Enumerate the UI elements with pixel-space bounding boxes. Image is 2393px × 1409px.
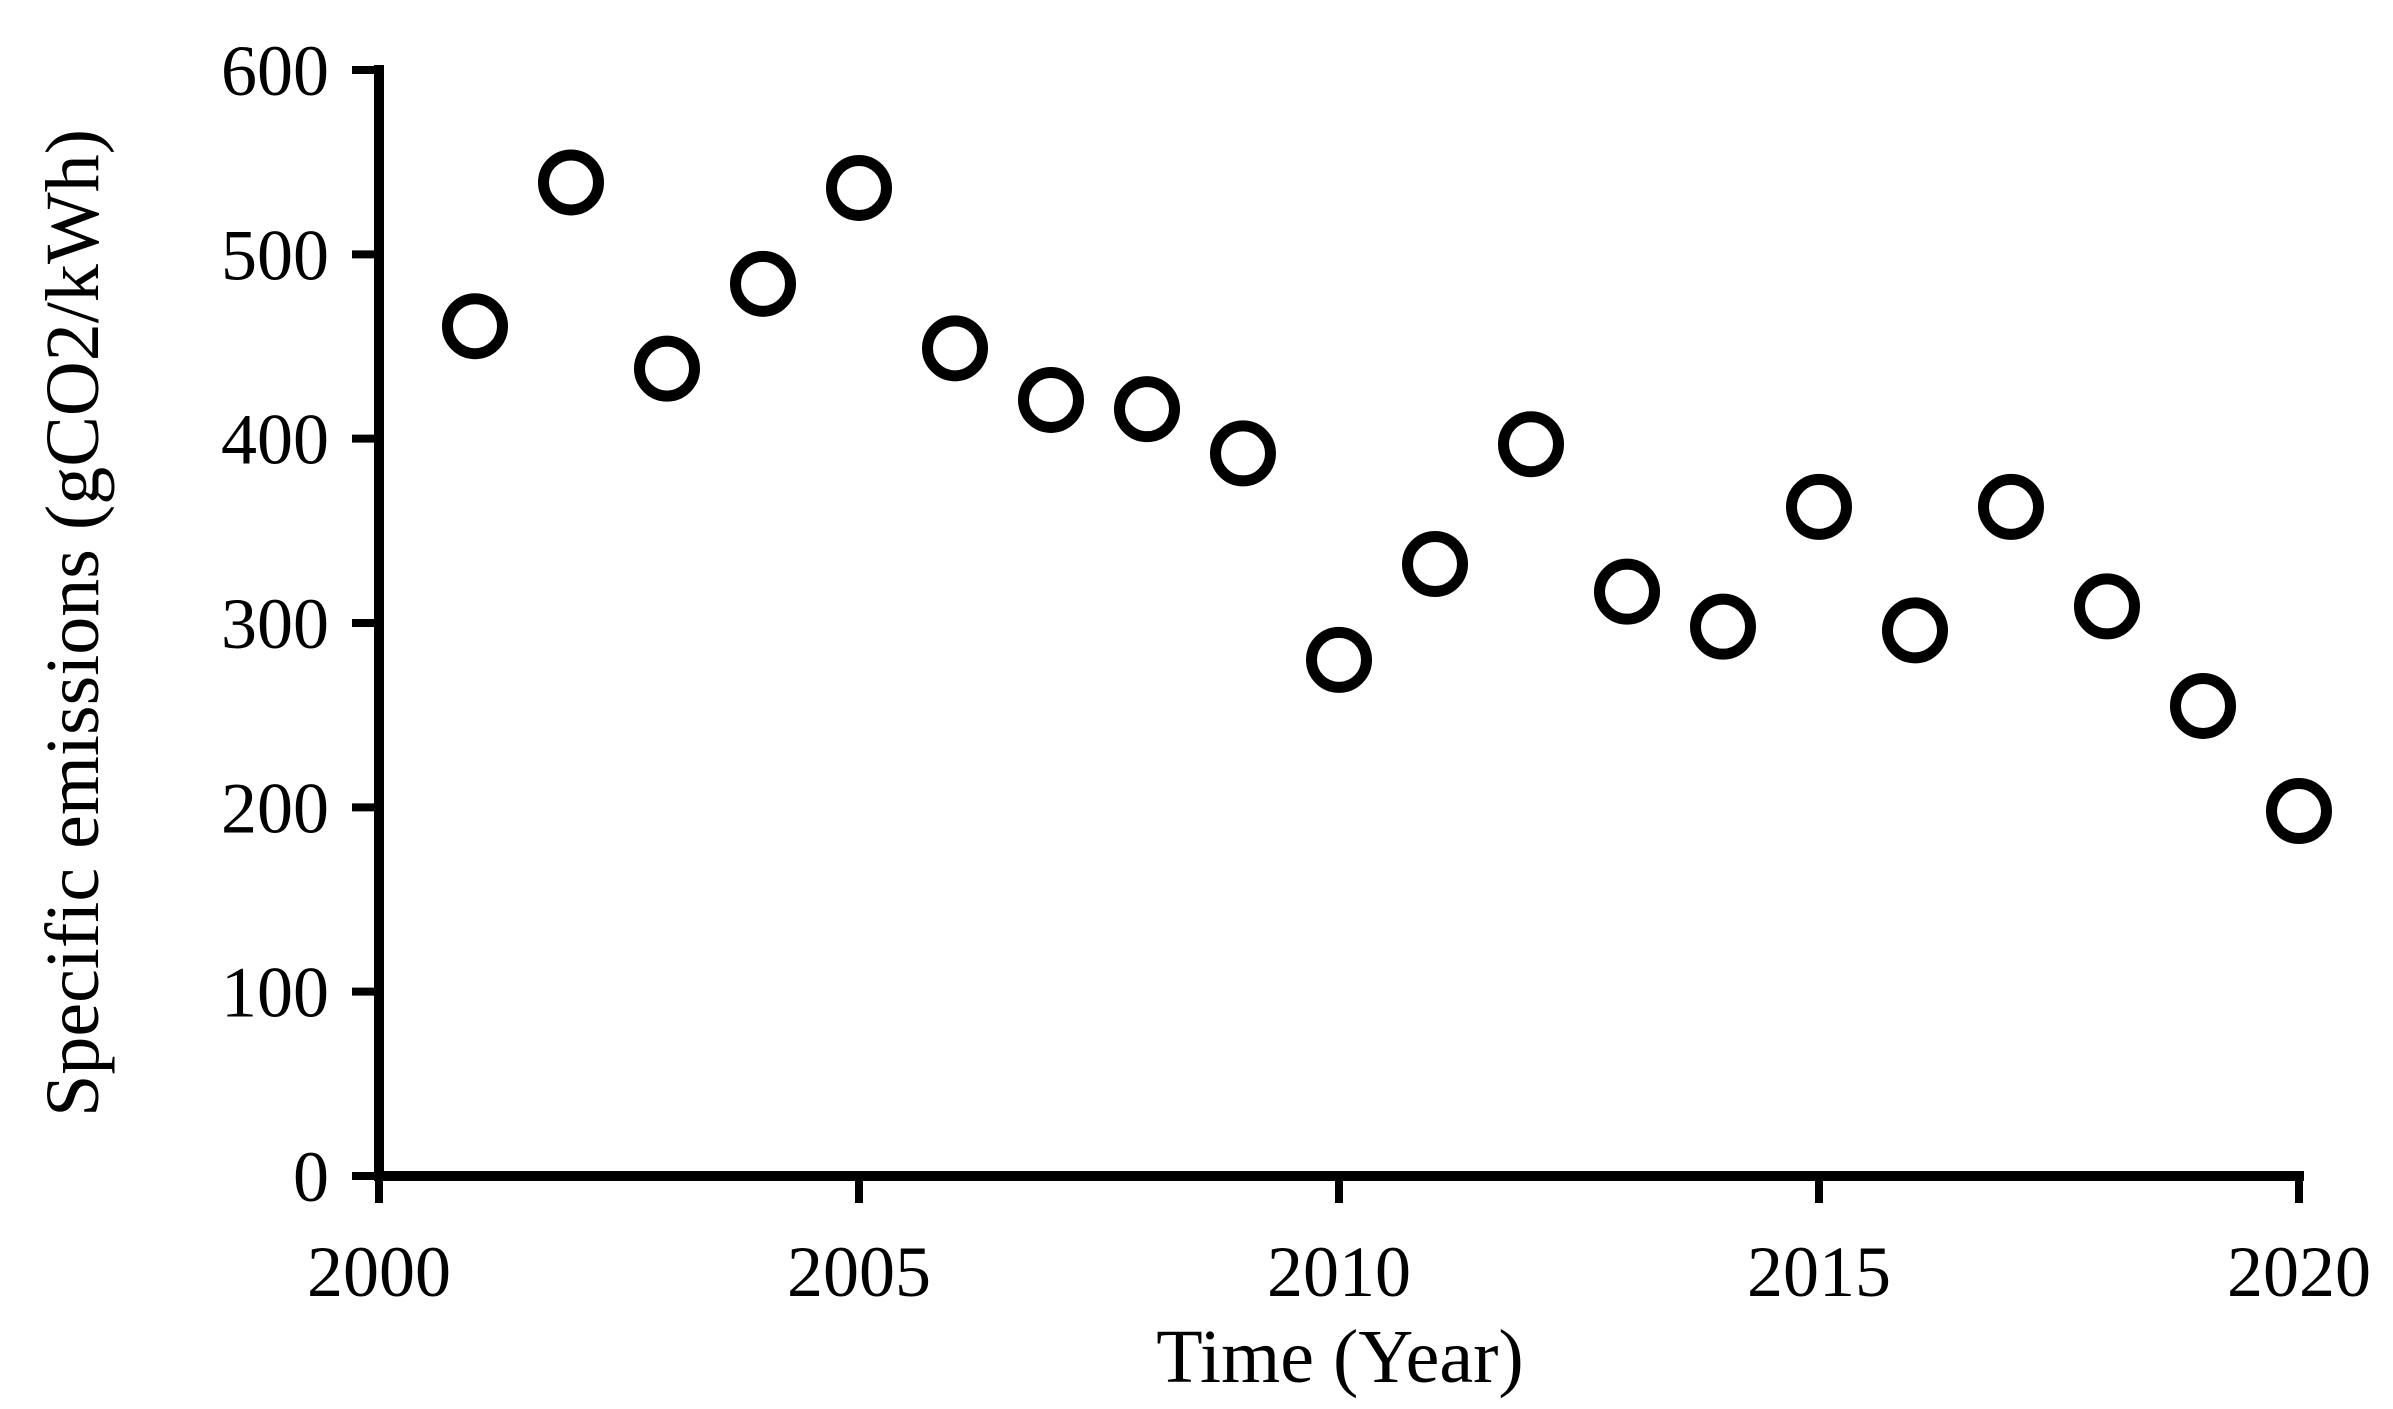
- y-tick-label: 500: [221, 215, 329, 295]
- data-points: [442, 149, 2332, 845]
- data-point: [442, 293, 508, 360]
- data-point: [1306, 626, 1372, 693]
- axes: [374, 65, 2304, 1181]
- data-point: [1402, 531, 1468, 598]
- data-point: [538, 149, 604, 216]
- data-point: [1594, 558, 1660, 625]
- data-point: [634, 335, 700, 402]
- y-tick-label: 300: [221, 584, 329, 664]
- x-tick-label: 2000: [307, 1232, 451, 1312]
- data-point: [1498, 411, 1564, 478]
- data-point: [1690, 593, 1756, 660]
- y-tick-label: 100: [221, 953, 329, 1033]
- data-point: [2074, 573, 2140, 640]
- data-point: [1210, 420, 1276, 487]
- data-point: [1114, 376, 1180, 443]
- x-axis-title: Time (Year): [1156, 1315, 1523, 1399]
- y-axis-ticks: 0 100 200 300 400 500 600: [221, 31, 379, 1217]
- data-point: [826, 154, 892, 221]
- data-point: [1882, 597, 1948, 664]
- data-point: [1018, 366, 1084, 433]
- data-point: [1978, 473, 2044, 540]
- y-tick-label: 0: [293, 1137, 329, 1217]
- y-tick-label: 600: [221, 31, 329, 111]
- y-tick-label: 200: [221, 768, 329, 848]
- y-tick-label: 400: [221, 400, 329, 480]
- data-point: [2170, 672, 2236, 739]
- data-point: [730, 250, 796, 317]
- data-point: [922, 315, 988, 382]
- data-point: [2266, 778, 2332, 845]
- scatter-chart: 0 100 200 300 400 500 600 2000 2005 2010 2015 2020…: [40, 16, 2393, 1409]
- data-point: [1786, 473, 1852, 540]
- x-tick-label: 2015: [1747, 1232, 1891, 1312]
- x-tick-label: 2020: [2227, 1232, 2371, 1312]
- x-axis-ticks: 2000 2005 2010 2015 2020: [307, 1176, 2371, 1312]
- chart-canvas: 0 100 200 300 400 500 600 2000 2005 2010 2015 2020…: [40, 31, 2371, 1399]
- x-tick-label: 2005: [787, 1232, 931, 1312]
- y-axis-title: Specific emissions (gCO2/kWh): [40, 129, 115, 1117]
- x-tick-label: 2010: [1267, 1232, 1411, 1312]
